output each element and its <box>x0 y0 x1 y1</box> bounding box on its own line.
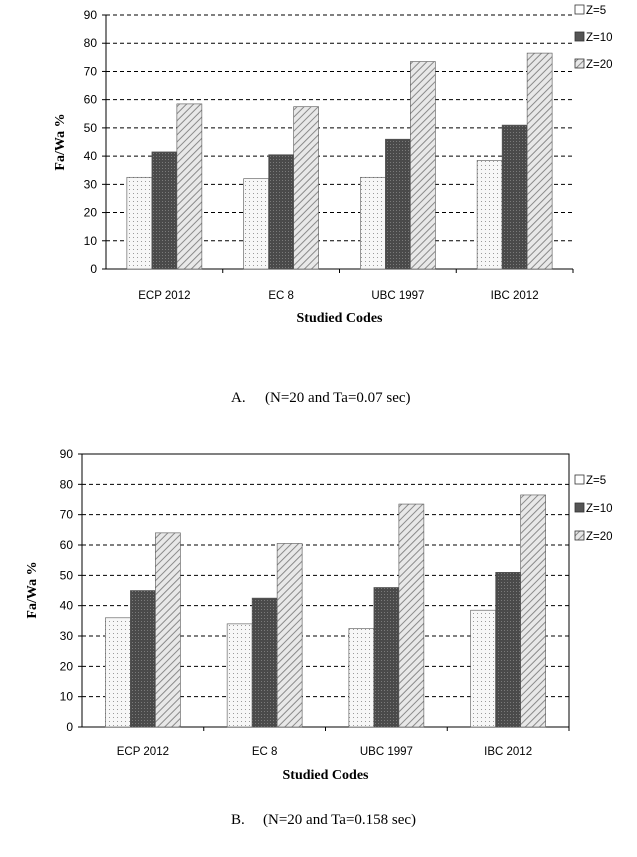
legend-swatch <box>574 4 585 15</box>
legend-label: Z=10 <box>586 503 613 515</box>
bar <box>276 543 303 728</box>
y-tick-label: 80 <box>60 477 74 491</box>
caption-b-label: B. <box>231 812 245 828</box>
y-tick-label: 10 <box>60 690 74 704</box>
y-tick-label: 0 <box>66 720 73 734</box>
caption-a-text: (N=20 and Ta=0.07 sec) <box>265 390 411 406</box>
legend-label: Z=20 <box>586 531 613 543</box>
y-tick-label: 40 <box>60 599 74 613</box>
legend-label: Z=5 <box>586 475 606 487</box>
legend-swatch <box>574 474 585 485</box>
legend-swatch <box>574 58 585 69</box>
bar <box>360 176 386 270</box>
y-tick-label: 70 <box>60 508 74 522</box>
bar <box>226 623 253 728</box>
bar <box>105 617 131 728</box>
chart-b: 0 10 20 30 40 50 60 70 80 90 ECP 2012 EC 8 UBC 1997 I… <box>25 447 613 783</box>
y-tick-label: 50 <box>60 568 74 582</box>
x-tick-label: ECP 2012 <box>138 290 190 302</box>
bar <box>293 106 319 270</box>
y-tick-label: 20 <box>84 206 98 220</box>
bar <box>155 532 181 728</box>
bar <box>373 587 400 728</box>
y-axis-label: Fa/Wa % <box>53 113 68 170</box>
bar <box>501 124 528 270</box>
x-axis-label: Studied Codes <box>297 311 384 326</box>
y-tick-label: 10 <box>84 234 98 248</box>
bar <box>243 178 269 270</box>
y-tick-label: 80 <box>84 36 98 50</box>
bar <box>526 52 553 270</box>
bar <box>520 494 546 728</box>
bar <box>268 154 294 270</box>
legend-swatch <box>574 530 585 541</box>
y-tick-label: 40 <box>84 149 98 163</box>
bar <box>176 103 203 270</box>
bar <box>398 503 425 728</box>
x-tick-label: IBC 2012 <box>491 290 539 302</box>
x-tick-label: EC 8 <box>252 746 278 758</box>
bar <box>495 571 521 728</box>
y-tick-label: 20 <box>60 659 74 673</box>
y-tick-label: 90 <box>84 8 98 22</box>
x-tick-label: EC 8 <box>268 290 294 302</box>
x-tick-label: IBC 2012 <box>484 746 532 758</box>
bar <box>476 160 503 270</box>
y-tick-label: 60 <box>60 538 74 552</box>
y-tick-label: 90 <box>60 447 74 461</box>
bar <box>348 628 375 728</box>
bar <box>385 138 411 270</box>
y-tick-label: 60 <box>84 93 98 107</box>
bar <box>130 590 156 728</box>
y-tick-label: 30 <box>60 629 74 643</box>
legend-label: Z=20 <box>586 59 613 71</box>
legend-label: Z=5 <box>586 5 606 17</box>
legend-swatch <box>574 31 585 42</box>
bar <box>151 151 178 270</box>
legend-swatch <box>574 502 585 513</box>
y-tick-label: 70 <box>84 64 98 78</box>
x-tick-label: ECP 2012 <box>117 746 169 758</box>
x-tick-label: UBC 1997 <box>360 746 413 758</box>
legend-label: Z=10 <box>586 32 613 44</box>
bar <box>470 609 496 728</box>
bar <box>410 61 436 270</box>
caption-b-text: (N=20 and Ta=0.158 sec) <box>263 812 416 828</box>
bar <box>251 597 278 728</box>
chart-a: 0 10 20 30 40 50 60 70 80 90 ECP 2012 EC 8 UBC 1997 I… <box>53 4 613 326</box>
bar <box>126 176 153 270</box>
y-axis-label: Fa/Wa % <box>25 561 40 618</box>
x-axis-label: Studied Codes <box>283 768 370 783</box>
y-tick-label: 50 <box>84 121 98 135</box>
x-tick-label: UBC 1997 <box>371 290 424 302</box>
y-tick-label: 30 <box>84 177 98 191</box>
y-tick-label: 0 <box>90 262 97 276</box>
caption-a-label: A. <box>231 390 246 406</box>
